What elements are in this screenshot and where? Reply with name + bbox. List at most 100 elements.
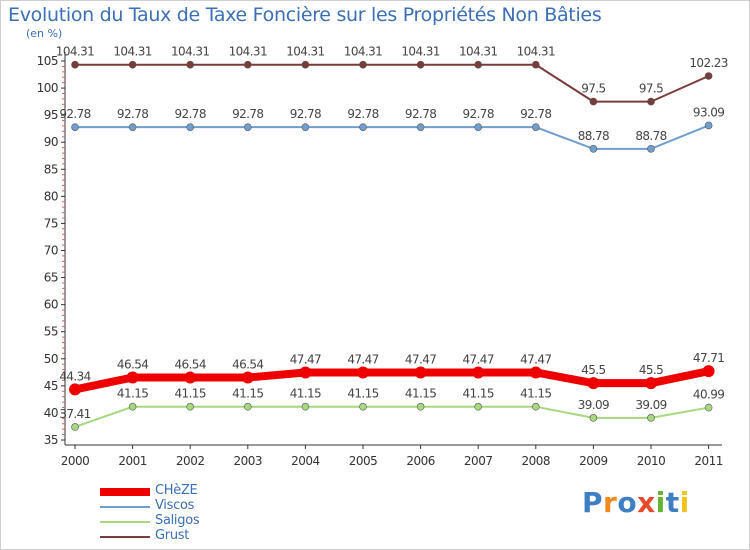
logo-letter: t [665,486,680,519]
data-point-grust [186,60,194,69]
data-point-chze [126,371,139,384]
data-label-viscos: 92.78 [463,107,494,121]
data-point-chze [414,366,427,379]
data-label-chze: 45.5 [639,363,663,377]
y-tick-label: 65 [44,271,58,285]
data-label-grust: 97.5 [581,82,605,96]
y-tick-label: 100 [37,81,58,95]
data-label-grust: 104.31 [113,45,151,59]
data-label-grust: 104.31 [171,45,209,59]
data-label-viscos: 93.09 [693,105,724,119]
data-point-viscos [531,123,540,131]
data-point-chze [472,366,485,379]
data-label-chze: 47.47 [463,352,494,366]
data-point-grust [301,60,310,69]
x-tick-label: 2004 [291,454,320,468]
chart-title: Evolution du Taux de Taxe Foncière sur l… [8,4,602,26]
data-point-saligos [474,402,483,411]
x-tick-label: 2006 [406,454,435,468]
y-tick-label: 75 [44,216,58,230]
data-point-grust [474,60,483,69]
data-label-saligos: 40.99 [693,388,724,402]
data-label-chze: 44.34 [59,369,90,383]
data-point-chze [69,383,81,396]
data-label-saligos: 39.09 [578,398,609,412]
data-label-saligos: 37.41 [59,407,90,421]
logo-letter: x [637,486,656,519]
data-point-saligos [359,402,367,411]
data-point-viscos [71,123,79,131]
data-label-grust: 104.31 [517,45,555,59]
legend-swatch [100,506,150,508]
legend-swatch [100,488,150,496]
data-label-grust: 104.31 [344,45,382,59]
data-point-chze [702,365,715,378]
data-label-chze: 47.47 [290,352,321,366]
data-point-chze [645,377,657,390]
data-point-viscos [589,145,598,153]
data-label-grust: 97.5 [639,82,663,96]
data-label-viscos: 92.78 [175,107,206,121]
data-label-viscos: 92.78 [290,107,321,121]
data-label-saligos: 41.15 [290,387,321,401]
data-label-saligos: 41.15 [175,387,206,401]
x-tick-label: 2011 [694,454,723,468]
data-label-viscos: 92.78 [232,107,263,121]
y-tick-label: 105 [37,54,58,68]
data-point-chze [529,366,542,379]
x-tick-label: 2008 [522,454,551,468]
data-label-viscos: 88.78 [635,129,666,143]
data-point-saligos [416,402,425,411]
data-point-viscos [128,123,137,131]
y-tick-label: 60 [44,298,58,312]
data-point-viscos [704,121,713,130]
data-point-saligos [704,403,713,412]
y-tick-label: 35 [44,433,58,447]
data-label-viscos: 92.78 [405,107,436,121]
data-label-viscos: 92.78 [117,107,148,121]
series-line-grust [74,63,710,103]
series-line-chze [71,367,713,394]
data-point-saligos [244,402,252,411]
data-label-viscos: 92.78 [520,107,551,121]
data-label-grust: 104.31 [56,45,94,59]
data-point-chze [184,371,197,384]
x-tick-label: 2009 [579,454,608,468]
y-tick-label: 40 [44,406,58,420]
data-point-grust [244,60,252,69]
legend-label: Viscos [155,498,195,513]
data-point-viscos [416,123,425,131]
data-point-saligos [589,414,598,422]
data-point-chze [357,366,369,379]
data-label-chze: 46.54 [232,358,263,372]
series-line-viscos [74,124,710,150]
data-label-chze: 46.54 [117,358,148,372]
data-point-viscos [647,145,655,153]
data-point-saligos [301,402,310,411]
legend-label: Saligos [155,513,200,528]
data-label-saligos: 41.15 [347,387,378,401]
y-tick-label: 70 [44,244,58,258]
legend-label: CHèZE [155,483,198,498]
x-tick-label: 2002 [176,454,205,468]
data-point-viscos [186,123,194,131]
x-tick-label: 2001 [118,454,147,468]
data-label-viscos: 92.78 [347,107,378,121]
data-point-grust [704,72,713,80]
data-point-saligos [71,423,79,431]
data-label-grust: 102.23 [689,56,727,70]
data-point-grust [71,60,79,69]
data-point-grust [531,60,540,69]
y-tick-label: 80 [44,189,58,203]
logo-letter: P [582,486,604,519]
data-point-viscos [301,123,310,131]
y-tick-label: 50 [44,352,58,366]
data-point-chze [587,377,600,390]
data-label-chze: 47.71 [693,351,724,365]
data-label-saligos: 41.15 [405,387,436,401]
data-label-grust: 104.31 [459,45,497,59]
data-point-grust [647,97,655,106]
data-label-chze: 46.54 [175,358,206,372]
data-label-chze: 45.5 [581,363,605,377]
